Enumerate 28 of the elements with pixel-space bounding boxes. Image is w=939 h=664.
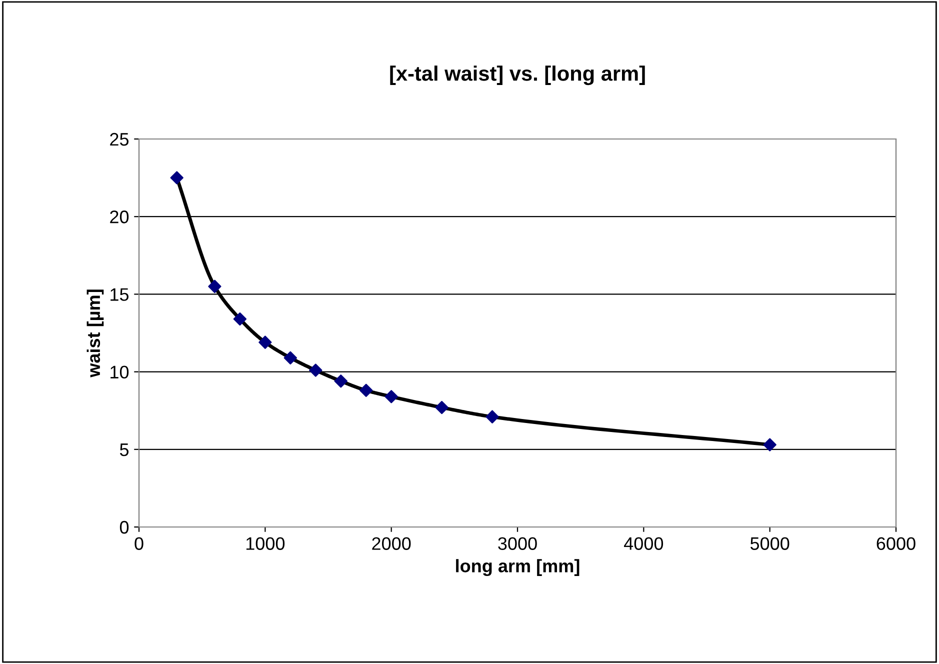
x-tick-label: 3000 bbox=[498, 537, 537, 550]
point bbox=[384, 390, 398, 404]
y-tick-label: 20 bbox=[110, 210, 129, 224]
chart-title: [x-tal waist] vs. [long arm] bbox=[390, 66, 645, 86]
x-tick-label: 2000 bbox=[372, 537, 411, 550]
point bbox=[208, 280, 222, 294]
x-tick-label: 1000 bbox=[246, 537, 285, 550]
point bbox=[284, 351, 297, 364]
point bbox=[360, 384, 373, 398]
x-axis-title: long arm [mm] bbox=[456, 559, 580, 576]
point bbox=[763, 438, 776, 452]
point bbox=[435, 400, 448, 414]
y-tick-label: 25 bbox=[110, 132, 129, 146]
point bbox=[170, 171, 184, 184]
point bbox=[233, 312, 247, 326]
x-tick-label: 6000 bbox=[876, 537, 916, 550]
y-tick-label: 5 bbox=[120, 444, 129, 456]
y-tick-label: 15 bbox=[110, 288, 129, 301]
x-tick-label: 0 bbox=[134, 537, 144, 550]
y-axis-title: waist [µm] bbox=[86, 290, 104, 378]
x-tick-label: 4000 bbox=[624, 537, 664, 550]
point bbox=[486, 410, 499, 424]
y-tick-label: 10 bbox=[110, 366, 129, 379]
point bbox=[309, 364, 322, 377]
point bbox=[258, 336, 272, 349]
point bbox=[334, 374, 348, 388]
x-tick-label: 5000 bbox=[750, 537, 790, 550]
y-tick-label: 0 bbox=[120, 520, 129, 534]
